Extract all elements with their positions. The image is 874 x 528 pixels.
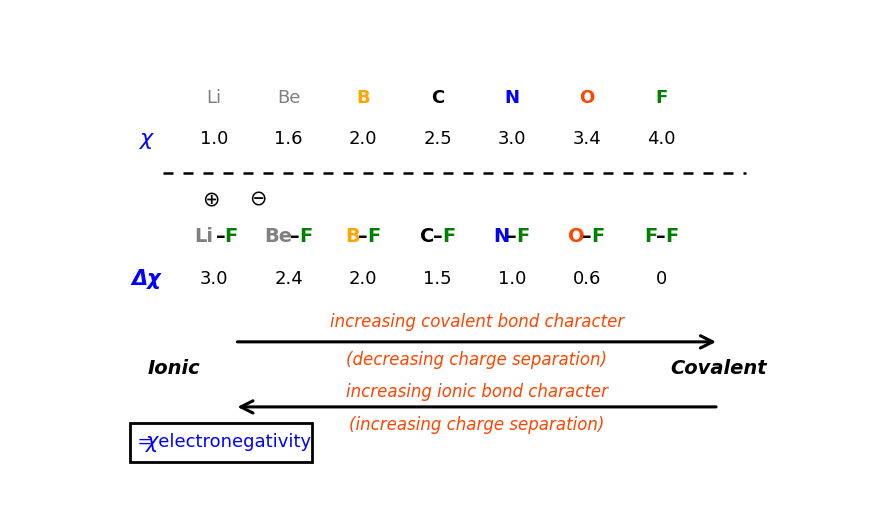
Text: increasing covalent bond character: increasing covalent bond character [329,313,624,331]
Text: Covalent: Covalent [670,359,767,378]
Text: –: – [358,227,368,246]
Text: F: F [367,227,381,246]
Text: (increasing charge separation): (increasing charge separation) [349,416,605,434]
Text: 1.5: 1.5 [423,270,452,288]
Text: 0.6: 0.6 [572,270,601,288]
Text: N: N [505,89,520,107]
Text: F: F [517,227,530,246]
Text: = electronegativity: = electronegativity [126,433,311,451]
Text: Li: Li [206,89,222,107]
Text: increasing ionic bond character: increasing ionic bond character [346,383,607,401]
Text: 1.0: 1.0 [200,129,228,147]
Text: C: C [431,89,444,107]
Text: F: F [591,227,604,246]
Text: –: – [216,227,225,246]
Text: C: C [420,227,434,246]
Text: ⊖: ⊖ [249,190,267,210]
Text: O: O [567,227,584,246]
Text: –: – [508,227,517,246]
Text: F: F [442,227,455,246]
Text: χ: χ [140,129,153,148]
Text: F: F [665,227,679,246]
Text: 3.0: 3.0 [498,129,526,147]
Text: ⊕: ⊕ [202,190,219,210]
Text: –: – [290,227,300,246]
Text: –: – [656,227,666,246]
Text: O: O [579,89,594,107]
Text: Be: Be [264,227,292,246]
Text: Be: Be [277,89,301,107]
Text: 0: 0 [656,270,667,288]
Text: F: F [656,89,668,107]
Text: F: F [299,227,312,246]
Text: 2.0: 2.0 [349,129,378,147]
Text: F: F [225,227,238,246]
Text: Δχ: Δχ [132,269,162,289]
Text: Ionic: Ionic [148,359,200,378]
Text: 1.6: 1.6 [274,129,303,147]
Text: B: B [345,227,360,246]
Text: 2.5: 2.5 [423,129,452,147]
Text: 4.0: 4.0 [647,129,676,147]
Text: –: – [582,227,592,246]
Text: Li: Li [194,227,213,246]
Text: –: – [433,227,442,246]
Text: 2.0: 2.0 [349,270,378,288]
Text: χ: χ [146,432,158,452]
Text: 2.4: 2.4 [274,270,303,288]
Text: N: N [493,227,510,246]
FancyBboxPatch shape [129,423,313,462]
Text: (decreasing charge separation): (decreasing charge separation) [346,351,607,369]
Text: 3.0: 3.0 [200,270,228,288]
Text: F: F [644,227,657,246]
Text: B: B [357,89,370,107]
Text: 3.4: 3.4 [572,129,601,147]
Text: 1.0: 1.0 [498,270,526,288]
